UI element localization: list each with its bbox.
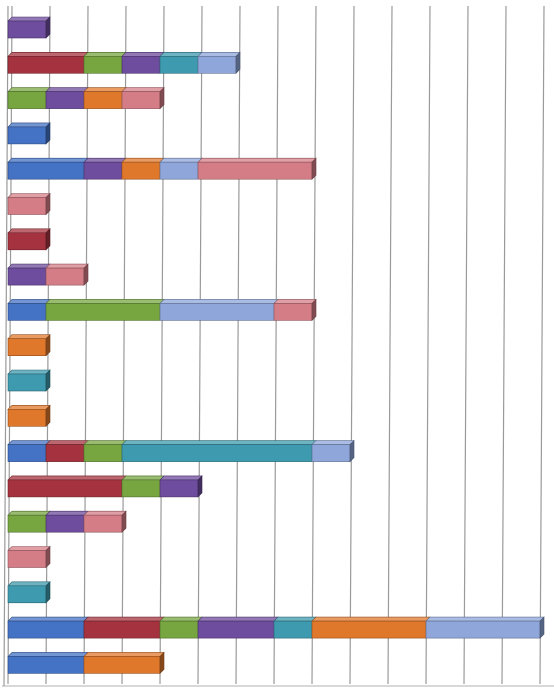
- gridline-x-2: [83, 5, 89, 685]
- bar-endcap-r12: [45, 404, 51, 428]
- bar-segment-r18-s2: [83, 616, 165, 639]
- gridline-x-11: [425, 5, 431, 685]
- gridline-x-3: [121, 5, 127, 685]
- bar-segment-r17-s5: [7, 581, 51, 604]
- bar-segment-r15-s3: [7, 510, 51, 533]
- axis-wall-line: [3, 5, 9, 687]
- bar-endcap-r10: [45, 333, 51, 357]
- bar-segment-r2-s3: [83, 51, 127, 74]
- bar-segment-r9-s8: [273, 299, 317, 321]
- bar-segment-r18-s4: [197, 616, 279, 639]
- gridline-x-6: [235, 5, 241, 685]
- bar-endcap-r13: [349, 439, 355, 463]
- bar-segment-r9-s1: [7, 299, 51, 321]
- bar-segment-r18-s6: [311, 616, 431, 639]
- bar-endcap-r1: [45, 16, 51, 39]
- bar-endcap-r18: [539, 616, 545, 639]
- bar-segment-r5-s1: [7, 157, 89, 180]
- bar-endcap-r19: [159, 651, 165, 675]
- bar-endcap-r5: [311, 157, 317, 180]
- bar-segment-r13-s1: [7, 440, 51, 462]
- bar-segment-r13-s2: [45, 440, 89, 462]
- bar-segment-r8-s4: [7, 263, 51, 286]
- bar-segment-r3-s4: [45, 87, 89, 109]
- bar-endcap-r11: [45, 369, 51, 392]
- gridlines: [2, 5, 554, 687]
- bar-segment-r5-s8: [197, 157, 317, 180]
- gridline-x-5: [197, 5, 203, 685]
- bar-endcap-r2: [235, 51, 241, 75]
- bar-segment-r3-s8: [121, 87, 165, 109]
- bar-segment-r2-s2: [7, 51, 89, 74]
- bar-segment-r11-s5: [7, 369, 51, 392]
- bar-segment-r14-s4: [159, 475, 203, 498]
- gridline-x-13: [501, 5, 507, 685]
- bar-segment-r19-s6: [83, 652, 165, 674]
- gridline-x-12: [463, 5, 469, 685]
- bar-segment-r18-s7: [425, 616, 545, 639]
- gridline-x-10: [387, 5, 393, 685]
- bar-segment-r15-s8: [83, 510, 127, 533]
- bar-segment-r14-s2: [7, 475, 127, 498]
- bar-segment-r3-s6: [83, 87, 127, 109]
- bar-segment-r6-s8: [7, 193, 51, 215]
- bar-segment-r9-s7: [159, 299, 279, 321]
- bar-endcap-r9: [311, 298, 317, 322]
- bar-endcap-r14: [197, 475, 203, 498]
- bar-segment-r13-s3: [83, 440, 127, 462]
- bar-segment-r10-s6: [7, 334, 51, 357]
- bar-segment-r1-s4: [7, 16, 51, 39]
- bar-segment-r7-s2: [7, 228, 51, 251]
- bar-segment-r3-s3: [7, 87, 51, 109]
- bar-endcap-r17: [45, 581, 51, 604]
- bar-segment-r12-s6: [7, 404, 51, 427]
- bar-segment-r19-s1: [7, 652, 89, 674]
- bar-segment-r13-s5: [121, 440, 317, 462]
- gridline-x-8: [311, 5, 317, 685]
- gridline-x-7: [273, 5, 279, 685]
- bar-segment-r2-s5: [159, 51, 203, 74]
- bar-segment-r5-s4: [83, 157, 127, 180]
- bars: [7, 16, 545, 675]
- bar-endcap-r8: [83, 263, 89, 286]
- bar-segment-r14-s3: [121, 475, 165, 498]
- bar-endcap-r6: [45, 192, 51, 216]
- bar-endcap-r3: [159, 86, 165, 110]
- bar-segment-r2-s4: [121, 51, 165, 74]
- bar-segment-r4-s1: [7, 122, 51, 145]
- bar-segment-r8-s8: [45, 263, 89, 286]
- bar-segment-r2-s7: [197, 51, 241, 74]
- gridline-x-9: [349, 5, 355, 685]
- bar-endcap-r7: [45, 228, 51, 251]
- bar-endcap-r4: [45, 122, 51, 145]
- gridline-x-4: [159, 5, 165, 685]
- bar-segment-r18-s5: [273, 616, 317, 639]
- bar-segment-r5-s6: [121, 157, 165, 180]
- bar-segment-r18-s1: [7, 616, 89, 639]
- bar-segment-r15-s4: [45, 510, 89, 533]
- bar-endcap-r16: [45, 545, 51, 569]
- bar-segment-r16-s8: [7, 546, 51, 568]
- bar-endcap-r15: [121, 510, 127, 533]
- bar-segment-r9-s3: [45, 299, 165, 321]
- bar-segment-r18-s3: [159, 616, 203, 639]
- gridline-x-14: [539, 5, 545, 685]
- bar-segment-r5-s7: [159, 157, 203, 180]
- bar-segment-r13-s7: [311, 440, 355, 462]
